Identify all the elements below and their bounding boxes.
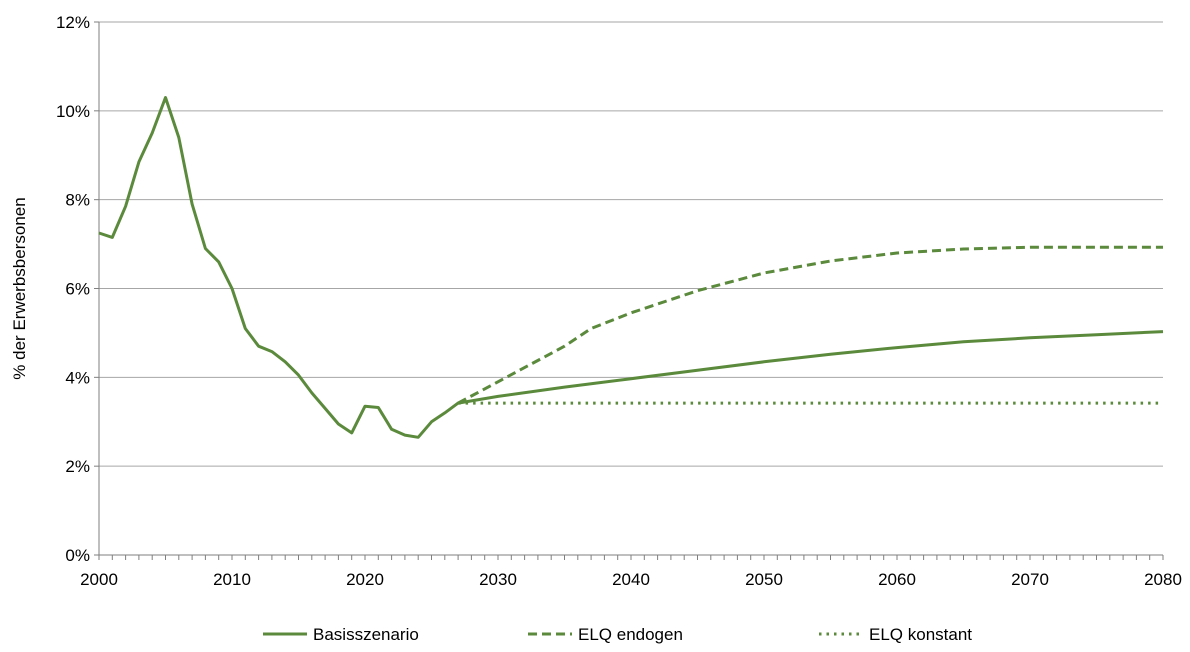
x-tick-label: 2040 — [612, 570, 650, 589]
y-tick-label: 4% — [65, 368, 90, 387]
legend-label: Basisszenario — [313, 625, 419, 644]
axes — [94, 21, 1164, 560]
y-tick-label: 6% — [65, 280, 90, 299]
y-tick-labels: 0% 2% 4% 6% 8% 10% 12% — [56, 13, 90, 565]
y-axis-title: % der Erwerbsbersonen — [10, 197, 29, 379]
gridlines — [99, 21, 1163, 467]
y-tick-label: 10% — [56, 102, 90, 121]
x-tick-label: 2020 — [346, 570, 384, 589]
y-tick-label: 12% — [56, 13, 90, 32]
series-line-dashed — [457, 245, 1163, 405]
legend-label: ELQ konstant — [869, 625, 972, 644]
x-tick-label: 2070 — [1011, 570, 1049, 589]
y-tick-label: 0% — [65, 546, 90, 565]
series-line-solid — [98, 96, 1164, 439]
y-tick-label: 2% — [65, 457, 90, 476]
legend: Basisszenario ELQ endogen ELQ konstant — [263, 625, 972, 644]
x-tick-label: 2080 — [1144, 570, 1182, 589]
x-tick-label: 2030 — [479, 570, 517, 589]
series-lines — [98, 96, 1164, 439]
y-tick-label: 8% — [65, 191, 90, 210]
x-tick-label: 2000 — [80, 570, 118, 589]
x-tick-label: 2010 — [213, 570, 251, 589]
legend-label: ELQ endogen — [578, 625, 683, 644]
x-tick-labels: 2000 2010 2020 2030 2040 2050 2060 2070 2080 — [80, 570, 1182, 589]
x-tick-label: 2060 — [878, 570, 916, 589]
x-tick-label: 2050 — [745, 570, 783, 589]
